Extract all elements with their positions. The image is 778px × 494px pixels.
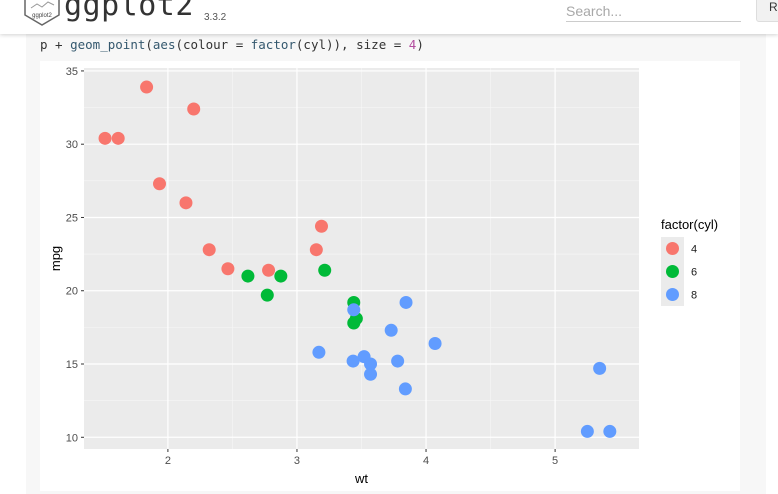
data-point-cyl-4 [187, 102, 201, 116]
data-point-cyl-8 [399, 295, 413, 309]
code-fn-aes[interactable]: aes [152, 37, 176, 52]
data-point-cyl-6 [241, 269, 255, 283]
code-block: p + geom_point(aes(colour = factor(cyl))… [40, 37, 424, 52]
navbar: ggplot2 ggplot2 3.3.2 R [0, 0, 778, 34]
legend-key-cyl-8 [666, 288, 679, 301]
legend-label: 8 [691, 290, 697, 302]
data-point-cyl-6 [347, 316, 361, 330]
code-var: p [40, 37, 48, 52]
data-point-cyl-4 [111, 131, 125, 145]
data-point-cyl-6 [274, 269, 288, 283]
data-point-cyl-4 [314, 219, 328, 233]
x-axis-title: wt [354, 471, 368, 486]
code-size-value: 4 [408, 37, 417, 52]
data-point-cyl-8 [580, 424, 594, 438]
data-point-cyl-8 [398, 382, 412, 396]
y-axis-title: mpg [48, 246, 63, 271]
code-fn-geom-point[interactable]: geom_point [70, 37, 146, 52]
data-point-cyl-8 [603, 424, 617, 438]
x-tick-label: 2 [165, 455, 171, 467]
data-point-cyl-4 [262, 263, 276, 277]
data-point-cyl-6 [318, 263, 332, 277]
legend-title: factor(cyl) [661, 217, 718, 232]
y-tick-label: 30 [66, 139, 78, 151]
data-point-cyl-8 [364, 367, 378, 381]
plot-area: 2 3 4 5 10 15 20 25 30 35 wt mpg factor(cyl) 4 6 8 [40, 61, 740, 491]
scatter-plot: 2 3 4 5 10 15 20 25 30 35 wt mpg factor(cyl) 4 6 8 [48, 66, 718, 486]
y-tick-label: 15 [66, 359, 78, 371]
data-point-cyl-8 [391, 354, 405, 368]
data-point-cyl-4 [309, 243, 323, 257]
code-args: (cyl)), size = [295, 37, 409, 52]
data-point-cyl-8 [593, 361, 607, 375]
code-close: ) [416, 37, 424, 52]
code-plus: + [47, 37, 71, 52]
data-point-cyl-4 [153, 177, 167, 191]
y-tick-label: 10 [66, 432, 78, 444]
data-point-cyl-8 [428, 336, 442, 350]
code-colour-arg: (colour = [175, 37, 251, 52]
data-point-cyl-4 [202, 243, 216, 257]
code-fn-factor[interactable]: factor [250, 37, 296, 52]
nav-item[interactable]: R [756, 0, 778, 22]
legend-key-cyl-4 [666, 242, 679, 255]
data-point-cyl-8 [312, 345, 326, 359]
data-point-cyl-8 [347, 303, 361, 317]
data-point-cyl-6 [260, 288, 274, 302]
x-tick-label: 4 [423, 455, 429, 467]
data-point-cyl-8 [346, 354, 360, 368]
legend-key-cyl-6 [666, 265, 679, 278]
data-point-cyl-4 [221, 262, 235, 276]
data-point-cyl-4 [98, 131, 112, 145]
ggplot2-logo-icon[interactable]: ggplot2 [23, 0, 61, 26]
search-input[interactable] [566, 0, 741, 22]
data-point-cyl-4 [140, 80, 154, 94]
version-label: 3.3.2 [204, 12, 227, 23]
y-tick-label: 20 [66, 286, 78, 298]
data-point-cyl-4 [179, 196, 193, 210]
code-paren: ( [145, 37, 153, 52]
legend-label: 4 [691, 244, 697, 256]
x-tick-label: 3 [294, 455, 300, 467]
y-tick-label: 25 [66, 212, 78, 224]
y-tick-label: 35 [66, 66, 78, 78]
x-tick-label: 5 [552, 455, 558, 467]
legend-label: 6 [691, 267, 697, 279]
logo-text: ggplot2 [32, 13, 52, 19]
brand-title[interactable]: ggplot2 [64, 0, 194, 23]
data-point-cyl-8 [364, 357, 378, 371]
data-point-cyl-8 [384, 323, 398, 337]
